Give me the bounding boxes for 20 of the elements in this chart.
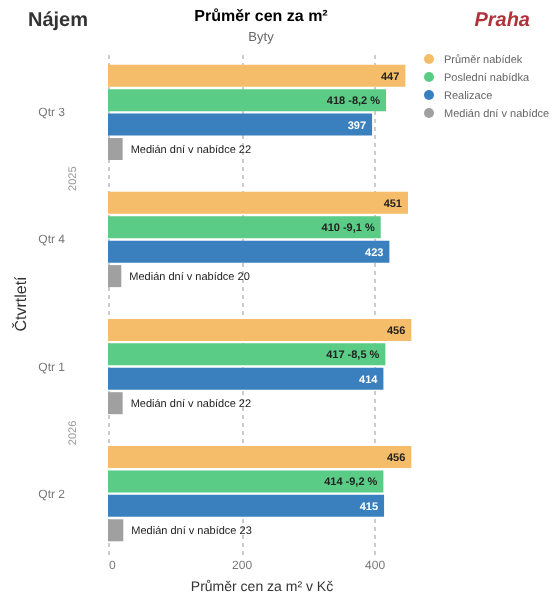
text: Praha — [474, 10, 530, 32]
bar — [108, 470, 384, 493]
bar — [108, 89, 387, 112]
bar — [108, 445, 412, 468]
bar — [108, 138, 123, 161]
bar — [108, 64, 406, 87]
chart-title: Průměr cen za m² — [194, 7, 329, 25]
text: Nájem — [28, 10, 89, 32]
bar — [108, 318, 412, 341]
bar — [108, 191, 409, 214]
bar — [108, 265, 122, 288]
bar — [108, 519, 124, 542]
bar — [108, 392, 123, 415]
bar — [108, 216, 381, 239]
bar — [108, 343, 386, 366]
bar — [108, 367, 384, 390]
bar — [108, 494, 385, 517]
y-axis-title: Čtvrtletí — [12, 274, 31, 332]
bar — [108, 240, 390, 263]
bar — [108, 113, 373, 136]
